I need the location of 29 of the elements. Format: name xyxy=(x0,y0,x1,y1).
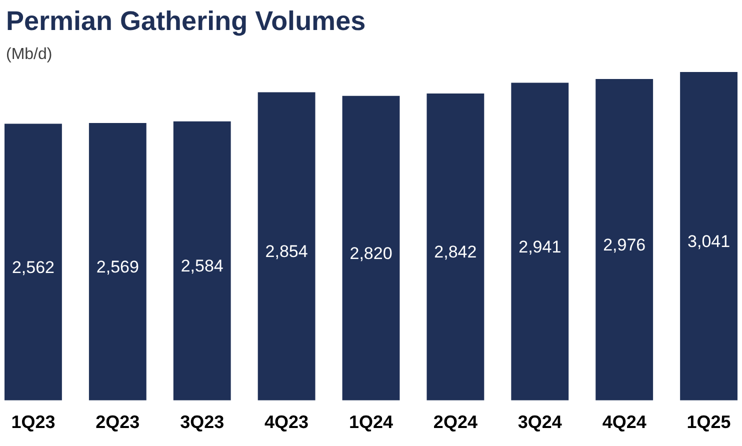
bar xyxy=(596,79,654,400)
x-tick-label: 2Q23 xyxy=(96,412,140,432)
chart-subtitle: (Mb/d) xyxy=(6,46,52,64)
data-label: 3,041 xyxy=(688,232,730,251)
x-tick-label: 1Q24 xyxy=(348,412,394,432)
data-label: 2,941 xyxy=(518,237,562,256)
data-label: 2,562 xyxy=(12,258,54,277)
bar xyxy=(511,82,569,400)
x-tick-label: 1Q25 xyxy=(686,412,731,432)
bar xyxy=(680,72,738,400)
data-label: 2,854 xyxy=(265,242,308,261)
chart-title: Permian Gathering Volumes xyxy=(6,6,366,37)
data-label: 2,584 xyxy=(180,256,224,276)
data-label: 2,976 xyxy=(603,235,646,254)
data-label: 2,569 xyxy=(96,257,139,276)
bar xyxy=(4,124,62,400)
x-tick-label: 1Q23 xyxy=(11,412,56,432)
x-tick-label: 3Q24 xyxy=(518,412,562,432)
bar xyxy=(173,121,231,400)
data-label: 2,842 xyxy=(434,242,477,262)
x-tick-label: 3Q23 xyxy=(180,412,224,432)
x-tick-label: 4Q23 xyxy=(264,412,309,432)
bar xyxy=(258,92,316,400)
data-label: 2,820 xyxy=(350,244,392,263)
bar xyxy=(342,96,400,400)
x-tick-label: 2Q24 xyxy=(433,412,478,432)
x-tick-label: 4Q24 xyxy=(602,412,646,432)
bar xyxy=(426,93,484,400)
bar xyxy=(88,122,146,400)
